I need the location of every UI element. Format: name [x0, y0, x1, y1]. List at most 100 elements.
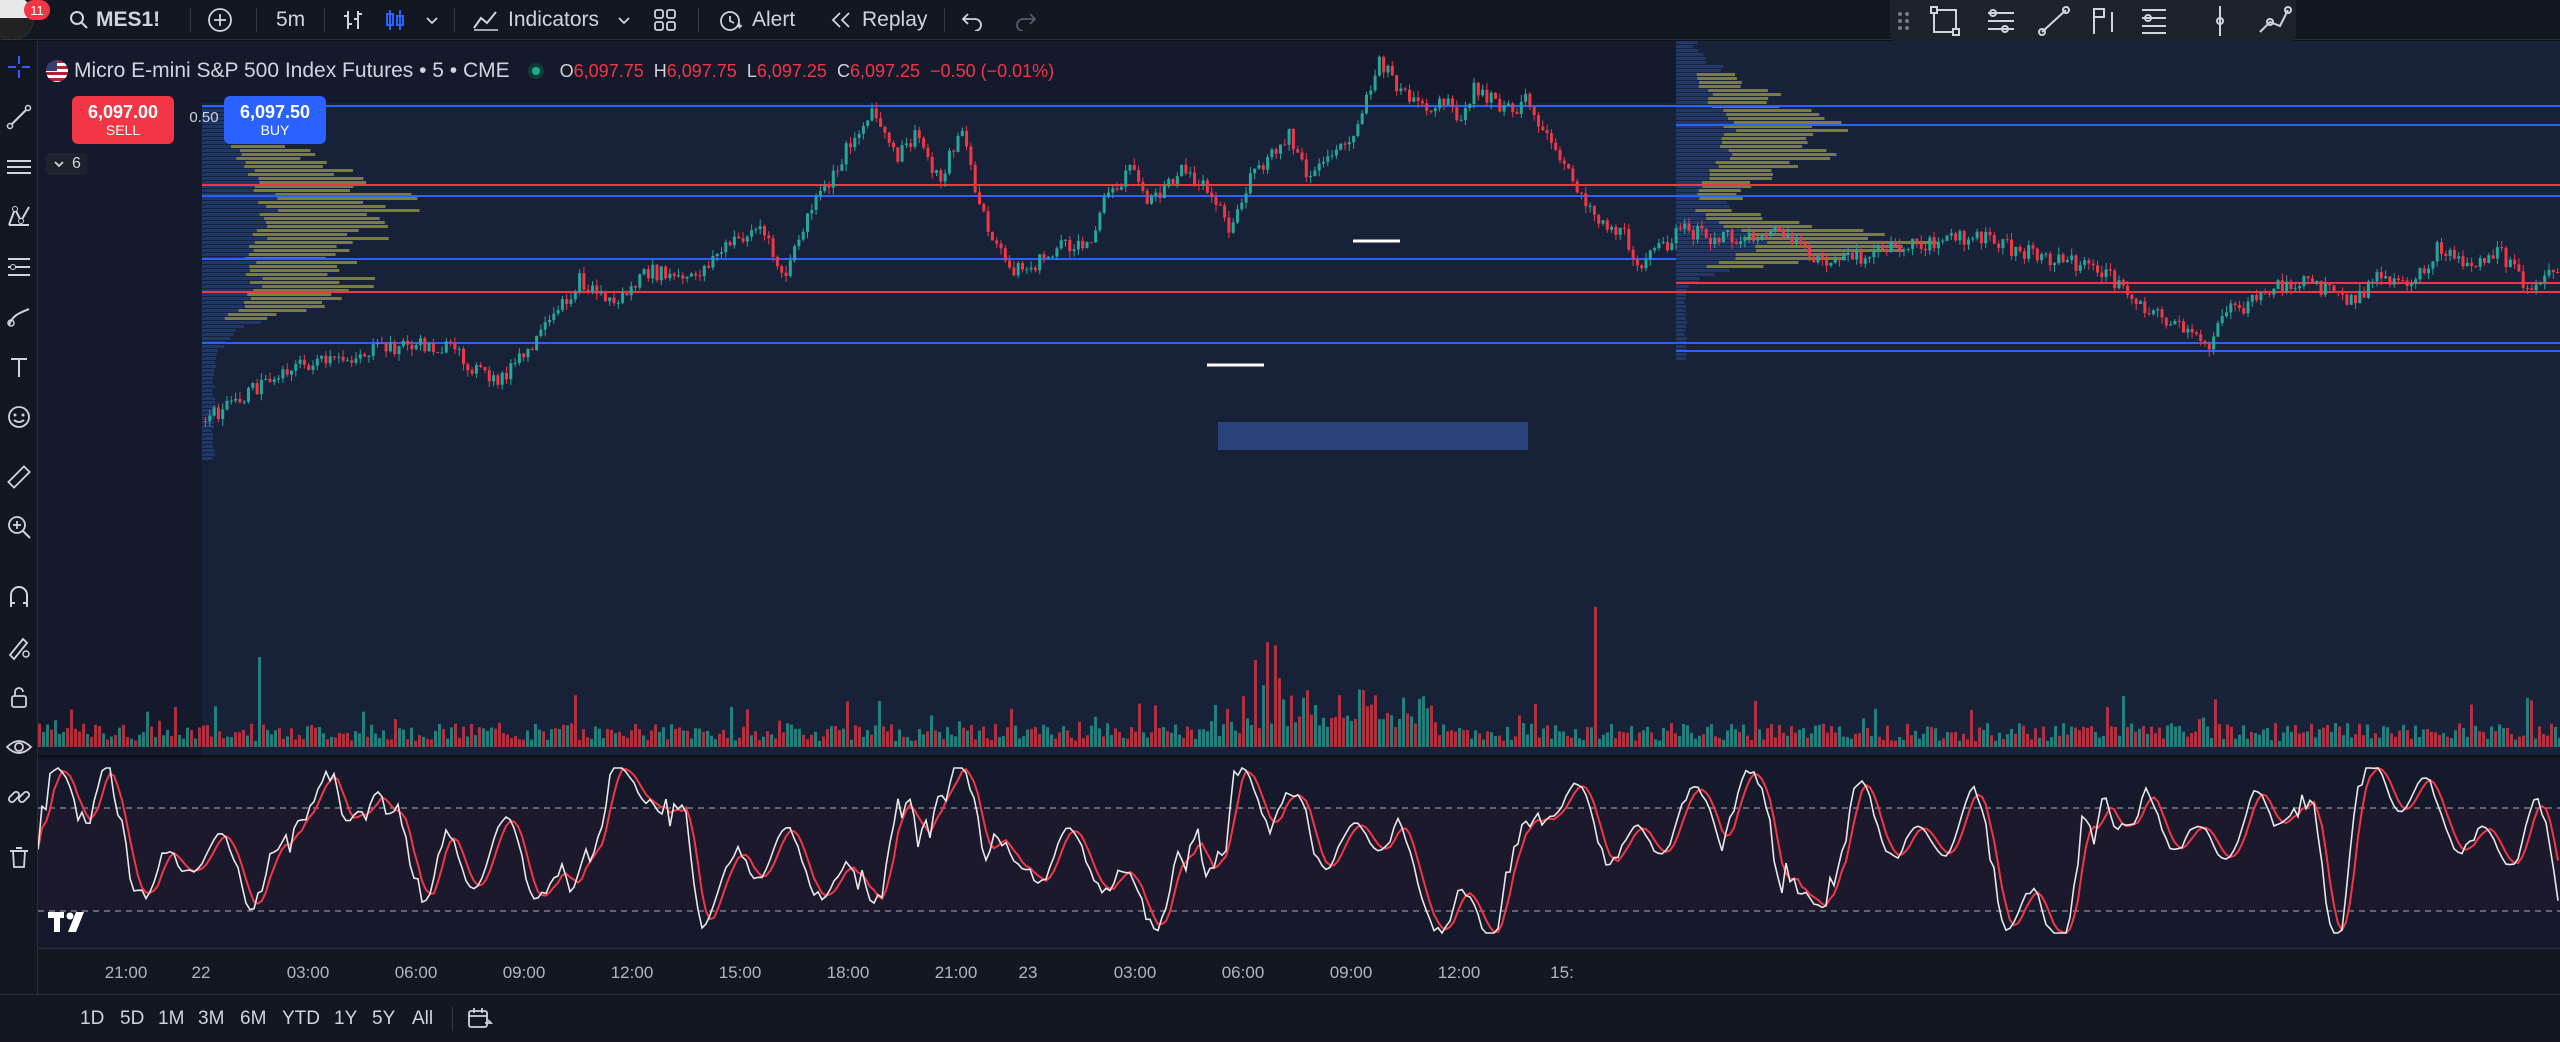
candle-body — [995, 240, 999, 244]
volume-profile-row-value-area — [1732, 153, 1837, 156]
candle-body — [1150, 195, 1153, 204]
text-icon[interactable] — [2, 350, 36, 384]
redo-icon — [1016, 13, 1037, 31]
candle-body — [1773, 226, 1777, 231]
eye-icon[interactable] — [2, 730, 36, 764]
fib-icon[interactable] — [2, 250, 36, 284]
volume-bar — [1182, 737, 1185, 747]
volume-bar — [2466, 736, 2469, 747]
volume-bar — [1890, 740, 1893, 747]
volume-bar — [1042, 724, 1045, 747]
buy-button[interactable]: 6,097.50 BUY — [224, 96, 326, 144]
tradingview-logo[interactable] — [48, 908, 92, 934]
compare-symbol-button[interactable] — [206, 0, 234, 40]
range-ytd[interactable]: YTD — [282, 1007, 320, 1029]
layouts-button[interactable] — [652, 0, 678, 40]
range-1m[interactable]: 1M — [158, 1007, 185, 1029]
candle-body — [2065, 260, 2069, 262]
us-flag-icon — [46, 60, 68, 82]
replay-button[interactable]: Replay — [828, 0, 927, 40]
chart-type-dropdown[interactable] — [424, 0, 440, 40]
volume-bar — [482, 728, 485, 747]
candle-body — [406, 340, 410, 345]
price-chart-pane[interactable]: Micro E-mini S&P 500 Index Futures • 5 •… — [38, 41, 2560, 755]
candle-body — [887, 132, 891, 143]
candle-body — [1360, 113, 1364, 125]
crosshair-icon[interactable] — [2, 50, 36, 84]
volume-bar — [834, 726, 837, 747]
zoom-in-icon[interactable] — [2, 510, 36, 544]
candle-body — [341, 356, 345, 361]
volume-bar — [1770, 724, 1773, 747]
candle-body — [1678, 228, 1682, 230]
magnet-icon[interactable] — [2, 580, 36, 614]
candle-body — [2242, 307, 2246, 314]
trendline-icon[interactable] — [2, 100, 36, 134]
volume-profile-row-value-area — [1723, 125, 1812, 128]
ruler-icon[interactable] — [2, 460, 36, 494]
range-5d[interactable]: 5D — [120, 1007, 145, 1029]
symbol-title[interactable]: Micro E-mini S&P 500 Index Futures • 5 •… — [74, 59, 510, 82]
oscillator-pane[interactable] — [38, 758, 2560, 948]
top-toolbar: 11 MES1! 5m Indicators Alert Replay — [0, 0, 2560, 42]
candle-body — [380, 343, 384, 345]
indicators-dropdown[interactable] — [616, 0, 632, 40]
indicators-button[interactable]: Indicators — [472, 0, 599, 40]
symbol-search[interactable]: MES1! — [68, 0, 160, 40]
range-all[interactable]: All — [412, 1007, 434, 1029]
candle-body — [771, 238, 775, 257]
volume-bar — [626, 737, 629, 747]
candle-body — [1334, 149, 1338, 156]
candle-body — [479, 364, 483, 367]
drawing-toolbar-icons — [1898, 6, 2292, 36]
range-5y[interactable]: 5Y — [372, 1007, 396, 1029]
candle-body — [1928, 237, 1932, 251]
volume-bar — [578, 739, 581, 747]
volume-bar — [1426, 708, 1429, 747]
range-6m[interactable]: 6M — [240, 1007, 267, 1029]
volume-bar — [1010, 708, 1013, 747]
range-3m[interactable]: 3M — [198, 1007, 225, 1029]
range-1d[interactable]: 1D — [80, 1007, 105, 1029]
interval-button[interactable]: 5m — [276, 0, 305, 40]
indicators-collapse-toggle[interactable]: 6 — [46, 153, 87, 175]
volume-bar — [1082, 738, 1085, 747]
sell-button[interactable]: 6,097.00 SELL — [72, 96, 174, 144]
emoji-icon[interactable] — [2, 400, 36, 434]
oscillator-canvas[interactable] — [38, 758, 2560, 948]
volume-bar — [1822, 723, 1825, 747]
volume-bar — [786, 723, 789, 747]
candle-body — [2495, 247, 2499, 259]
price-chart-canvas[interactable] — [38, 41, 2560, 755]
goto-date-button[interactable] — [466, 995, 494, 1042]
candle-body — [831, 170, 835, 188]
time-axis[interactable]: 21:00 22 03:00 06:00 09:00 12:00 15:00 18:00 21:… — [38, 948, 2560, 994]
pattern-icon[interactable] — [2, 200, 36, 234]
volume-bar — [878, 700, 881, 747]
candles-button[interactable] — [382, 0, 408, 40]
bar-style-button[interactable] — [340, 0, 366, 40]
candle-body — [2319, 280, 2323, 295]
undo-button[interactable] — [960, 0, 984, 40]
volume-bar — [2326, 725, 2329, 747]
volume-bar — [1090, 725, 1093, 747]
volume-bar — [522, 739, 525, 747]
volume-profile-row-value-area — [277, 197, 418, 200]
rewind-icon — [831, 12, 850, 28]
link-icon[interactable] — [2, 780, 36, 814]
lock-icon[interactable] — [2, 680, 36, 714]
alert-button[interactable]: Alert — [716, 0, 795, 40]
range-1y[interactable]: 1Y — [334, 1007, 358, 1029]
market-status-icon[interactable] — [527, 63, 544, 79]
candle-body — [917, 130, 921, 139]
candle-body — [1051, 256, 1055, 258]
horizontal-lines-icon[interactable] — [2, 150, 36, 184]
brush-icon[interactable] — [2, 300, 36, 334]
trash-icon[interactable] — [2, 840, 36, 874]
volume-bar — [790, 724, 793, 747]
volume-bar — [1446, 731, 1449, 747]
redo-button[interactable] — [1014, 0, 1038, 40]
volume-bar — [818, 740, 821, 747]
candle-body — [1382, 56, 1386, 73]
lock-drawing-icon[interactable] — [2, 630, 36, 664]
